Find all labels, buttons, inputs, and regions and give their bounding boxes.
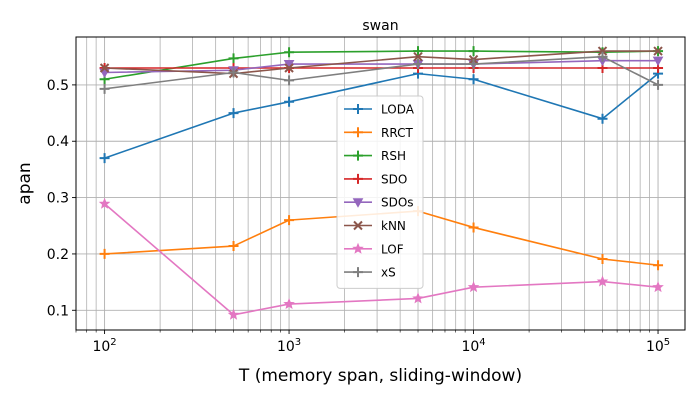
- y-axis-label: apan: [15, 162, 35, 204]
- legend-marker-sdos: [352, 198, 364, 208]
- legend-marker-sdo: [353, 173, 363, 184]
- data-point-loda: [99, 153, 110, 164]
- legend-label-rsh: RSH: [381, 149, 406, 163]
- data-point-lof: [596, 275, 609, 287]
- data-point-lof: [652, 281, 664, 293]
- y-tick-label: 0.1: [47, 303, 69, 319]
- data-point-rrct: [597, 254, 608, 265]
- data-point-loda: [284, 96, 295, 107]
- legend-item-sdos: SDOs: [344, 196, 414, 210]
- legend-label-loda: LODA: [381, 103, 415, 117]
- data-point-xs: [653, 79, 664, 90]
- legend-box: [336, 95, 424, 289]
- legend-item-sdo: SDO: [344, 172, 407, 186]
- data-point-rrct: [228, 241, 239, 252]
- legend-item-knn: kNN: [344, 219, 406, 233]
- data-point-xs: [284, 75, 295, 86]
- data-point-knn: [413, 52, 423, 62]
- legend-label-rrct: RRCT: [381, 126, 413, 140]
- axes: 0.1 0.2 0.3 0.4 0.5 102 103 104 105: [47, 78, 670, 355]
- data-point-xs: [413, 59, 424, 70]
- data-point-xs: [597, 51, 608, 62]
- data-point-lof: [412, 292, 424, 304]
- data-point-loda: [228, 108, 239, 119]
- legend-label-lof: LOF: [381, 242, 404, 256]
- legend-marker-lof: [352, 242, 364, 254]
- data-point-xs: [468, 59, 479, 70]
- data-point-lof: [283, 298, 295, 310]
- data-point-lof: [227, 308, 240, 320]
- legend-marker-rrct: [353, 127, 363, 138]
- data-point-xs: [99, 83, 110, 94]
- x-tick-label: 105: [646, 337, 670, 355]
- legend-item-xs: xS: [344, 266, 396, 280]
- data-point-rsh: [468, 46, 479, 57]
- series-xs: [99, 51, 664, 94]
- series-lof: [98, 197, 664, 320]
- legend-marker-loda: [353, 104, 363, 114]
- x-tick-label: 104: [461, 337, 485, 355]
- x-axis-label: T (memory span, sliding-window): [238, 366, 522, 386]
- legend-marker-xs: [353, 267, 363, 278]
- legend-label-sdo: SDO: [381, 172, 407, 186]
- y-tick-label: 0.3: [47, 191, 69, 207]
- data-point-lof: [467, 281, 480, 293]
- data-point-rsh: [284, 47, 295, 58]
- data-point-sdos: [652, 56, 664, 67]
- plot-frame: [75, 36, 686, 331]
- data-point-knn: [284, 63, 294, 73]
- y-tick-label: 0.4: [47, 134, 69, 150]
- data-point-rrct: [468, 222, 479, 233]
- data-point-rsh: [228, 53, 239, 64]
- series-group: [98, 46, 664, 320]
- data-point-rrct: [284, 215, 295, 226]
- data-point-loda: [597, 113, 608, 124]
- data-point-loda: [468, 74, 479, 85]
- data-point-rrct: [99, 248, 110, 259]
- legend-item-lof: LOF: [344, 242, 404, 256]
- legend-marker-rsh: [353, 150, 363, 161]
- y-tick-label: 0.5: [47, 78, 69, 94]
- legend-label-xs: xS: [381, 266, 396, 280]
- data-point-knn: [597, 46, 608, 56]
- series-loda: [99, 68, 664, 164]
- data-point-rrct: [653, 260, 664, 271]
- x-tick-label: 102: [92, 337, 116, 355]
- chart-title: swan: [362, 18, 398, 34]
- legend-label-sdos: SDOs: [381, 196, 414, 210]
- series-line-rsh: [104, 50, 659, 81]
- legend-item-loda: LODA: [344, 103, 415, 117]
- data-point-lof: [98, 197, 111, 209]
- legend-label-knn: kNN: [381, 219, 406, 233]
- legend-marker-knn: [353, 220, 363, 231]
- data-point-knn: [653, 46, 663, 56]
- x-tick-label: 103: [277, 337, 301, 355]
- data-point-xs: [228, 67, 239, 78]
- legend: LODA RRCT RSH SDO SDOs kNN LOF xS: [336, 95, 424, 289]
- data-point-rsh: [413, 46, 424, 57]
- legend-item-rrct: RRCT: [344, 126, 413, 140]
- y-tick-label: 0.2: [47, 247, 69, 263]
- legend-item-rsh: RSH: [344, 149, 406, 163]
- data-point-knn: [99, 63, 110, 73]
